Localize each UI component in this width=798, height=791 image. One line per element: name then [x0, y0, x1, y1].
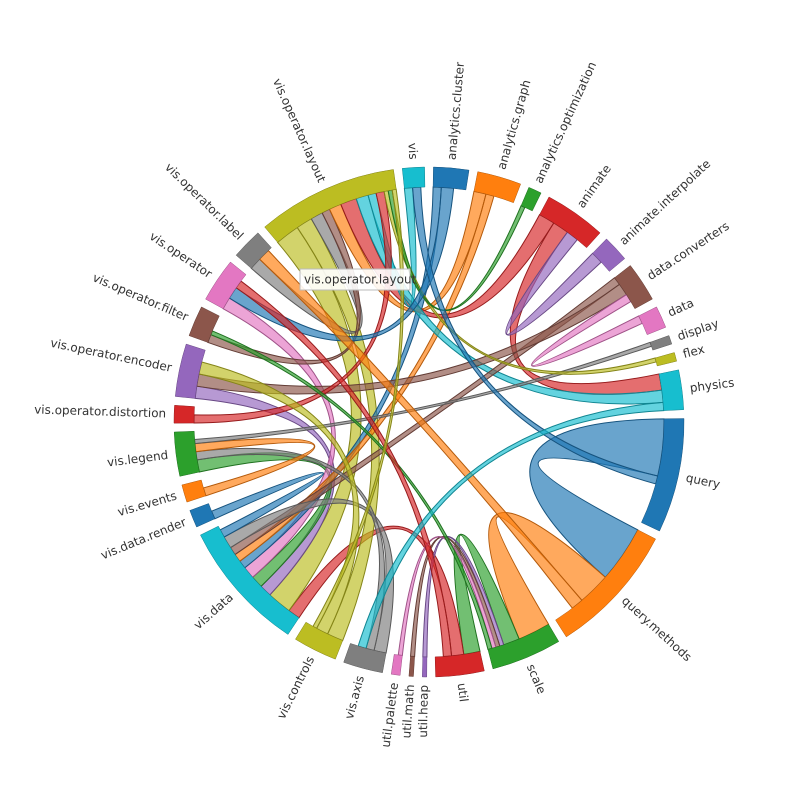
group-label: vis.operator.layout	[270, 76, 329, 184]
group-arc	[638, 306, 667, 335]
group-arc	[173, 405, 195, 424]
group-label: vis.legend	[106, 448, 169, 470]
tooltip: vis.operator.layout	[299, 268, 417, 291]
group-arc	[264, 169, 397, 243]
group-arc	[487, 623, 560, 670]
group-label: flex	[681, 342, 706, 361]
group-arc	[200, 525, 300, 635]
group-label: vis.data.render	[99, 515, 189, 563]
group-label: physics	[689, 376, 735, 396]
group-label: analytics.graph	[494, 78, 533, 171]
group-label: vis.operator.filter	[91, 270, 191, 324]
group-label: vis	[405, 142, 420, 160]
group-arc	[649, 335, 673, 351]
group-arc	[555, 529, 656, 638]
group-label: vis.operator.distortion	[34, 402, 166, 420]
group-label: data	[666, 296, 696, 320]
group-label: vis.axis	[342, 674, 367, 721]
group-label: vis.events	[116, 489, 178, 520]
group-label: animate.interpolate	[617, 157, 714, 248]
group-arc	[520, 187, 542, 212]
group-arc	[235, 232, 272, 269]
group-arc	[295, 621, 344, 660]
group-arc	[401, 166, 426, 189]
group-arc	[175, 343, 206, 399]
group-arc	[654, 352, 677, 367]
group-arc	[343, 643, 387, 674]
group-label: animate	[574, 162, 614, 210]
group-arc	[422, 656, 428, 678]
group-arc	[614, 265, 653, 310]
group-label: query.methods	[619, 594, 694, 665]
group-arc	[434, 651, 485, 678]
group-label: util.heap	[416, 685, 431, 738]
group-label: analytics.cluster	[445, 61, 468, 160]
group-arc	[539, 196, 601, 249]
group-arc	[181, 479, 207, 503]
group-label: vis.operator.encoder	[49, 336, 173, 375]
group-arc	[390, 654, 403, 676]
arcs	[173, 166, 685, 678]
group-arc	[188, 306, 220, 343]
ribbons	[193, 186, 665, 658]
group-arc	[205, 261, 247, 310]
ribbon	[367, 187, 417, 308]
group-label: util.palette	[379, 682, 401, 749]
group-label: query	[685, 471, 722, 492]
group-arc	[173, 430, 200, 477]
group-label: scale	[524, 662, 549, 696]
group-label: vis.operator.label	[162, 160, 246, 243]
group-arc	[641, 418, 685, 532]
group-label: util	[455, 682, 471, 703]
group-arc	[658, 369, 684, 411]
group-arc	[432, 166, 470, 191]
group-arc	[189, 503, 216, 528]
group-arc	[408, 656, 415, 677]
group-label: vis.data	[191, 590, 236, 632]
group-label: display	[676, 316, 721, 343]
group-arc	[473, 171, 521, 204]
group-label: vis.operator	[147, 229, 215, 281]
group-arc	[592, 238, 626, 272]
group-label: vis.controls	[274, 654, 317, 721]
group-label: data.converters	[645, 219, 732, 283]
tooltip-text: vis.operator.layout	[304, 273, 417, 287]
tooltip-box	[299, 268, 411, 291]
group-label: util.math	[399, 684, 417, 739]
group-label: analytics.optimization	[532, 60, 600, 186]
